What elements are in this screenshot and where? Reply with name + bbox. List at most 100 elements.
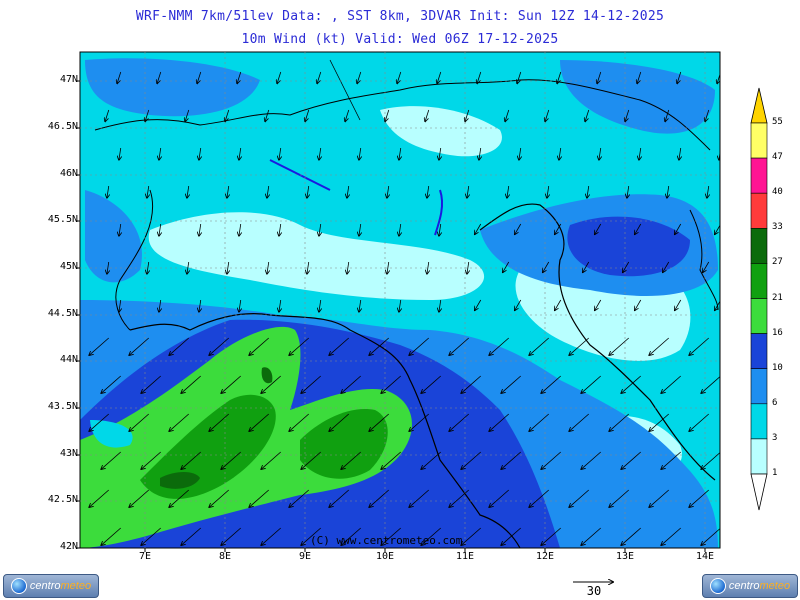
wind-arrow [305, 109, 310, 121]
lat-label: 45N [59, 261, 78, 272]
wind-arrow [409, 489, 430, 507]
wind-arrow [141, 451, 162, 469]
wind-arrow [317, 71, 322, 83]
wind-arrow [627, 185, 629, 198]
wind-arrow [387, 261, 389, 274]
wind-arrow [329, 337, 350, 355]
colorbar-cell [750, 403, 768, 440]
wind-arrow [239, 223, 241, 236]
wind-arrow [221, 451, 242, 469]
wind-arrow [665, 109, 670, 121]
wind-arrow [329, 413, 350, 431]
wind-arrow [159, 147, 161, 160]
wind-arrow [261, 527, 282, 545]
wind-arrow [421, 527, 442, 545]
lon-label: 11E [455, 551, 475, 562]
wind-speed-field [80, 52, 720, 548]
wind-arrow [129, 337, 150, 355]
colorbar-label: 40 [772, 187, 783, 198]
wind-arrow [465, 109, 470, 121]
colorbar-cell [750, 263, 768, 299]
wind-arrow [359, 299, 361, 312]
wind-arrow [639, 147, 641, 160]
wind-arrow [107, 185, 109, 198]
lon-label: 9E [298, 551, 312, 562]
wind-arrow [307, 261, 309, 274]
wind-arrow [675, 299, 682, 310]
wind-arrow [261, 451, 282, 469]
wind-arrow [209, 337, 230, 355]
wind-arrow [341, 451, 362, 469]
wind-arrow [199, 223, 201, 236]
wind-arrow [661, 451, 682, 469]
wind-arrow [345, 109, 350, 121]
wind-arrow [141, 527, 162, 545]
wind-arrow [489, 413, 510, 431]
wind-arrow [467, 185, 469, 198]
wind-arrow [649, 337, 670, 355]
wind-arrow [475, 299, 482, 310]
lon-label: 14E [695, 551, 715, 562]
wind-arrow [169, 413, 190, 431]
wind-arrow [621, 451, 642, 469]
wind-arrow [717, 73, 720, 83]
wind-arrow [449, 413, 470, 431]
wind-arrow [515, 299, 522, 310]
title-line-1: WRF-NMM 7km/51lev Data: , SST 8km, 3DVAR… [135, 9, 665, 24]
wind-arrow [157, 71, 162, 83]
wind-arrow [701, 528, 720, 545]
globe-icon [10, 578, 27, 594]
reference-vector-label: 30 [586, 584, 602, 598]
wind-arrow [705, 109, 710, 121]
wind-arrow [119, 147, 121, 160]
wind-arrow [689, 413, 710, 431]
wind-arrow [543, 261, 550, 272]
wind-arrow [397, 71, 402, 83]
wind-arrow [625, 109, 630, 121]
wind-arrow [279, 147, 281, 160]
wind-arrow [265, 109, 270, 121]
colorbar-label: 16 [772, 327, 783, 338]
wind-arrow [621, 527, 642, 545]
wind-arrow [609, 337, 630, 355]
colorbar-label: 55 [772, 117, 783, 127]
colorbar-cell [750, 368, 768, 405]
logo-text: centrometeo [728, 580, 791, 592]
wind-arrow [479, 147, 481, 160]
colorbar-label: 33 [772, 222, 783, 233]
wind-arrow [239, 147, 241, 160]
wind-arrow [529, 413, 550, 431]
colorbar-label: 3 [772, 432, 778, 443]
centrometeo-logo-right[interactable]: centrometeo [702, 574, 798, 598]
lat-label: 46N [59, 168, 78, 179]
wind-arrow [107, 261, 109, 274]
wind-arrow [515, 223, 522, 234]
wind-arrow [555, 299, 562, 310]
wind-arrow [689, 337, 710, 355]
wind-arrow [679, 147, 681, 160]
wind-arrow [703, 261, 710, 272]
wind-arrow [267, 185, 269, 198]
wind-arrow [359, 147, 361, 160]
wind-arrow [369, 337, 390, 355]
wind-arrow [541, 527, 562, 545]
wind-arrow [677, 71, 682, 83]
wind-arrow [399, 299, 401, 312]
wind-arrow [381, 451, 402, 469]
wind-arrow [569, 489, 590, 507]
wind-arrow [249, 489, 270, 507]
wind-arrow [301, 375, 322, 393]
wind-arrow [449, 337, 470, 355]
colorbar-label: 10 [772, 362, 783, 373]
wind-arrow [181, 527, 202, 545]
logo-text: centrometeo [29, 580, 92, 592]
wind-arrow [221, 375, 242, 393]
coastline-layer [94, 59, 719, 548]
wind-arrow [541, 375, 562, 393]
wind-arrow [197, 71, 202, 83]
lat-label: 47N [59, 74, 78, 85]
wind-arrow [637, 71, 642, 83]
centrometeo-logo-left[interactable]: centrometeo [3, 574, 99, 598]
wind-arrow [227, 261, 229, 274]
